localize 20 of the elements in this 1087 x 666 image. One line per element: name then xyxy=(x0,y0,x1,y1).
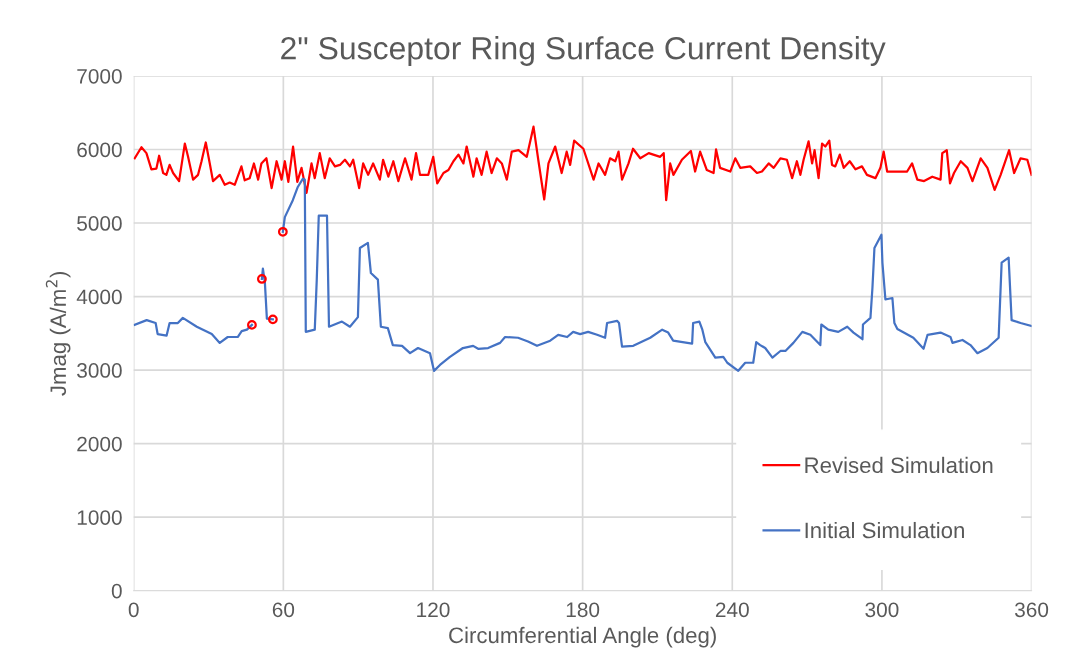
y-tick-label: 2000 xyxy=(77,436,122,452)
x-tick-label: 60 xyxy=(272,602,295,618)
y-tick-label: 4000 xyxy=(76,289,122,305)
y-tick-label: 5000 xyxy=(77,216,122,231)
legend-label: Initial Simulation xyxy=(805,521,964,539)
legend-label: Revised Simulation xyxy=(805,456,993,474)
y-tick-label: 3000 xyxy=(77,363,122,378)
x-tick-label: 120 xyxy=(417,602,450,618)
y-tick-label: 0 xyxy=(111,583,122,599)
x-tick-label: 180 xyxy=(566,602,600,618)
x-tick-label: 0 xyxy=(128,602,139,618)
y-tick-label: 6000 xyxy=(77,142,122,158)
x-tick-label: 360 xyxy=(1014,602,1049,618)
y-tick-label: 1000 xyxy=(77,510,122,525)
x-axis-title: Circumferential Angle (deg) xyxy=(449,626,716,648)
y-axis-title: Jmag (A/m$^{2}$) xyxy=(45,271,71,396)
chart-title: 2" Susceptor Ring Surface Current Density xyxy=(281,36,886,66)
y-tick-label: 7000 xyxy=(77,68,122,84)
x-tick-label: 240 xyxy=(715,602,749,618)
x-tick-label: 300 xyxy=(865,602,899,618)
